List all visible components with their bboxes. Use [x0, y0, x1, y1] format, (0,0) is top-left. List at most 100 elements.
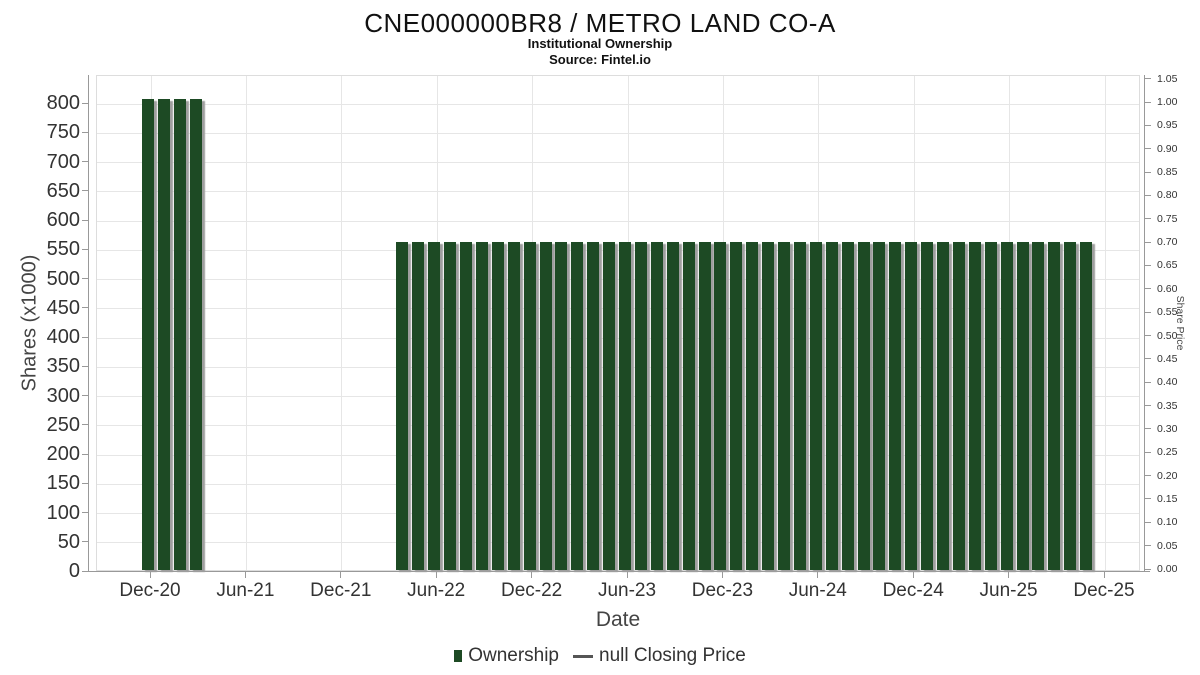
- bar-Sep-25[interactable]: [1048, 242, 1061, 570]
- x-axis-tick: [149, 572, 151, 578]
- bar-Jan-23[interactable]: [539, 242, 552, 570]
- x-axis-tick: [721, 572, 723, 578]
- x-axis-tick: [1103, 572, 1105, 578]
- bar-Aug-22[interactable]: [460, 242, 472, 570]
- y-axis-tick-left: [82, 395, 88, 396]
- bar-Jun-24[interactable]: [809, 242, 822, 570]
- legend-label-closing-price: null Closing Price: [599, 645, 746, 666]
- y-axis-tick-right: [1145, 124, 1151, 126]
- legend-label-ownership: Ownership: [468, 645, 560, 666]
- bar-May-25[interactable]: [984, 242, 997, 570]
- bar-Feb-23[interactable]: [555, 242, 568, 570]
- h-gridline: [97, 191, 1139, 193]
- bar-Nov-24[interactable]: [889, 242, 902, 570]
- bar-Apr-25[interactable]: [968, 242, 981, 570]
- bar-May-22[interactable]: [412, 242, 425, 570]
- bar-Nov-22[interactable]: [507, 242, 520, 570]
- y-axis-tick-left: [82, 336, 88, 338]
- bar-Jan-25[interactable]: [921, 242, 934, 570]
- x-axis-tick: [626, 572, 628, 578]
- y-axis-tick-left: [82, 307, 88, 309]
- bar-Oct-22[interactable]: [491, 242, 504, 570]
- y-axis-tick-label-right: 0.90: [1157, 142, 1178, 155]
- legend-item-ownership[interactable]: Ownership: [454, 645, 559, 667]
- bar-Mar-23[interactable]: [571, 242, 584, 570]
- y-axis-tick-left: [82, 512, 88, 513]
- y-axis-tick-right: [1145, 311, 1151, 313]
- bar-Aug-25[interactable]: [1032, 242, 1045, 570]
- x-axis-tick-label: Dec-22: [500, 580, 563, 601]
- y-axis-tick-label-right: 0.45: [1157, 352, 1178, 365]
- x-axis-title: Date: [595, 608, 641, 631]
- bar-Apr-22[interactable]: [396, 242, 409, 570]
- y-axis-tick-right: [1145, 498, 1151, 500]
- y-axis-tick-right: [1145, 78, 1151, 80]
- h-gridline: [97, 542, 1139, 544]
- x-axis-tick-label: Jun-22: [407, 580, 466, 601]
- bar-Apr-24[interactable]: [778, 242, 790, 570]
- bar-Sep-24[interactable]: [857, 242, 870, 570]
- bar-Mar-24[interactable]: [762, 242, 775, 570]
- legend-item-closing-price[interactable]: null Closing Price: [573, 645, 746, 667]
- y-axis-tick-left: [82, 190, 88, 192]
- bar-Mar-21[interactable]: [189, 99, 202, 570]
- bar-Aug-23[interactable]: [650, 242, 663, 570]
- y-axis-tick-label-left: 600: [46, 209, 80, 231]
- v-gridline: [245, 76, 247, 570]
- y-axis-tick-right: [1145, 475, 1151, 477]
- bar-Jan-24[interactable]: [730, 242, 743, 570]
- y-axis-tick-right: [1145, 288, 1151, 290]
- bar-Nov-23[interactable]: [698, 242, 711, 570]
- y-axis-tick-left: [82, 453, 88, 455]
- bar-Feb-24[interactable]: [746, 242, 759, 570]
- bar-Feb-21[interactable]: [173, 99, 186, 570]
- h-gridline: [97, 425, 1139, 427]
- x-axis-tick-label: Jun-24: [788, 580, 847, 601]
- chart-subtitle: Institutional Ownership: [527, 36, 673, 51]
- bar-Nov-25[interactable]: [1080, 242, 1093, 570]
- bar-Dec-23[interactable]: [714, 242, 727, 570]
- h-gridline: [97, 279, 1139, 280]
- bar-Sep-22[interactable]: [475, 242, 488, 570]
- bar-Dec-22[interactable]: [523, 242, 536, 570]
- bar-Oct-25[interactable]: [1064, 242, 1077, 570]
- bar-Jun-22[interactable]: [428, 242, 441, 570]
- bar-Apr-23[interactable]: [587, 242, 600, 570]
- x-axis-tick-label: Dec-23: [691, 580, 754, 601]
- bar-Jul-24[interactable]: [825, 242, 838, 570]
- bar-May-24[interactable]: [793, 242, 806, 570]
- bar-Mar-25[interactable]: [952, 242, 965, 570]
- x-axis-tick: [244, 572, 246, 578]
- bar-Aug-24[interactable]: [841, 242, 854, 570]
- bar-Jan-21[interactable]: [157, 99, 170, 570]
- y-axis-tick-label-right: 0.15: [1157, 492, 1178, 505]
- bar-Jul-23[interactable]: [634, 242, 647, 570]
- h-gridline: [97, 162, 1139, 163]
- bar-Oct-23[interactable]: [682, 242, 695, 570]
- y-axis-tick-left: [82, 424, 88, 426]
- x-axis-tick: [531, 572, 533, 578]
- bar-Jun-23[interactable]: [619, 242, 631, 570]
- v-gridline: [1104, 76, 1106, 570]
- legend-marker-line-icon: [573, 654, 594, 658]
- bar-May-23[interactable]: [603, 242, 616, 570]
- v-gridline: [341, 76, 343, 570]
- y-axis-tick-right: [1145, 101, 1151, 103]
- y-axis-tick-right: [1145, 194, 1151, 196]
- y-axis-tick-label-right: 0.20: [1157, 469, 1178, 482]
- y-axis-tick-right: [1145, 171, 1151, 173]
- bar-Jul-25[interactable]: [1016, 242, 1029, 570]
- y-axis-spine-right: [1144, 75, 1145, 572]
- bar-Feb-25[interactable]: [937, 242, 949, 570]
- y-axis-tick-label-left: 350: [46, 355, 80, 378]
- bar-Jul-22[interactable]: [444, 242, 457, 570]
- bar-Dec-20[interactable]: [142, 99, 154, 570]
- h-gridline: [97, 513, 1139, 514]
- bar-Oct-24[interactable]: [873, 242, 886, 570]
- bar-Sep-23[interactable]: [666, 242, 679, 570]
- bar-Jun-25[interactable]: [1000, 242, 1013, 570]
- bar-Dec-24[interactable]: [905, 242, 918, 570]
- x-axis-tick: [817, 572, 819, 578]
- y-axis-tick-label-right: 0.75: [1157, 212, 1178, 225]
